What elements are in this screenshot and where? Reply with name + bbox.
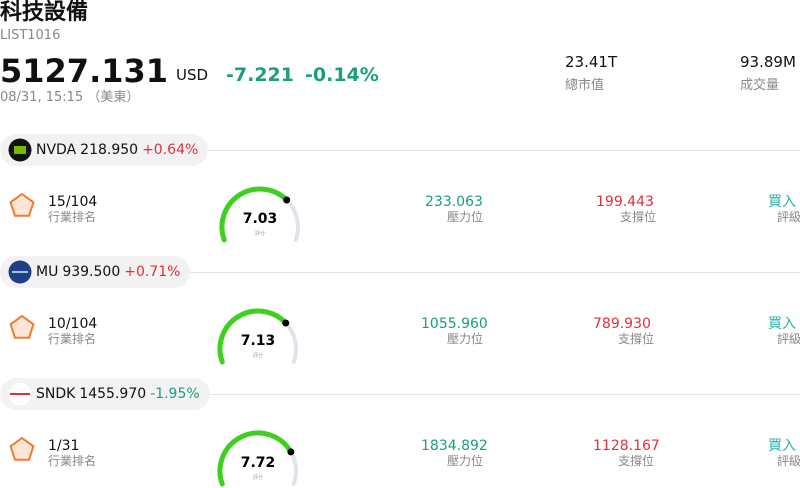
resistance-label: 壓力位 [447,454,484,468]
radar-icon [9,192,35,217]
rank-label: 行業排名 [48,454,97,468]
resistance: 1055.960 [421,316,488,332]
resistance: 233.063 [425,194,483,210]
pill-price: 218.950 [80,142,139,158]
ticker: SNDK [36,386,76,402]
pill-change: +0.64% [142,142,199,158]
pill-price: 939.500 [62,264,121,280]
logo [8,382,32,406]
score: 7.72 [241,455,276,471]
rating: 買入 [768,194,796,210]
resistance: 1834.892 [421,438,488,454]
ticker: NVDA [36,142,77,158]
stat-label: 成交量 [740,78,780,93]
gauge-dot [282,319,290,327]
support-label: 支撐位 [620,210,657,224]
divider [0,150,800,151]
gauge-dot [287,448,295,456]
gauge-fill [217,430,294,487]
rating: 買入 [768,316,796,332]
logo-mark [12,271,28,273]
rank: 1/31 [48,438,80,454]
pill-change: +0.71% [124,264,181,280]
score-label: 評分 [253,352,263,359]
rank: 10/104 [48,316,98,332]
pill-change: -1.95% [150,386,200,402]
support-label: 支撐位 [618,332,655,346]
support-label: 支撐位 [618,454,655,468]
logo-mark [10,393,30,395]
graphics: 7.03 評分 [9,186,300,243]
gauge-dot [283,196,291,204]
graphics: 7.72 評分 [9,430,298,487]
score: 7.03 [243,211,278,227]
logo [8,260,32,284]
stat-value: 23.41T [565,53,618,71]
stat-label: 總市值 [565,78,605,93]
rating: 買入 [768,438,796,454]
rating-label: 評級 [777,454,800,468]
support: 1128.167 [593,438,660,454]
ticker: MU [36,264,59,280]
resistance-label: 壓力位 [447,332,484,346]
title: 科技設備 [0,0,89,25]
divider [0,272,800,273]
change: -7.221 [226,64,294,86]
logo-mark [14,146,26,154]
stock-pill[interactable]: MU 939.500 +0.71% [0,256,191,288]
price: 5127.131 [0,52,169,90]
time: 08/31, 15:15 （美東） [0,90,140,105]
score-label: 評分 [253,474,263,481]
change-percent: -0.14% [305,64,379,86]
stock-pill[interactable]: NVDA 218.950 +0.64% [0,134,209,166]
rank-label: 行業排名 [48,332,97,346]
stat-value: 93.89M [740,53,796,71]
rating-label: 評級 [777,332,800,346]
rating-label: 評級 [777,210,800,224]
radar-icon [9,436,35,461]
code: LIST1016 [0,28,61,43]
gauge-fill [217,308,289,365]
logo [8,138,32,162]
score-label: 評分 [255,230,265,237]
graphics: 7.13 評分 [9,308,298,365]
gauge-fill [219,186,290,243]
rank: 15/104 [48,194,98,210]
radar-icon [9,314,35,339]
currency: USD [176,66,209,84]
resistance-label: 壓力位 [447,210,484,224]
stock-pill[interactable]: SNDK 1455.970 -1.95% [0,378,210,410]
divider [0,394,800,395]
rank-label: 行業排名 [48,210,97,224]
support: 199.443 [596,194,654,210]
score: 7.13 [241,333,276,349]
pill-price: 1455.970 [79,386,147,402]
support: 789.930 [593,316,651,332]
